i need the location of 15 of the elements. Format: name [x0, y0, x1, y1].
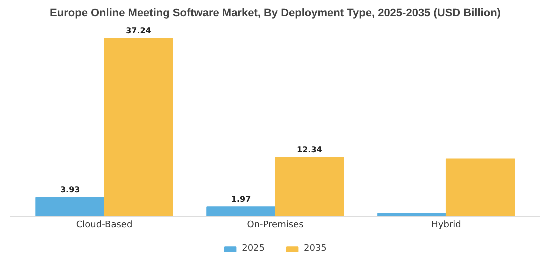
bar [104, 38, 174, 217]
legend-label: 2025 [242, 244, 265, 254]
chart-title: Europe Online Meeting Software Market, By Deployment Type, 2025-2035 (USD Billion) [50, 8, 502, 20]
bar [275, 157, 344, 217]
x-tick-label: Hybrid [432, 220, 462, 230]
x-tick-label: On-Premises [247, 220, 304, 230]
x-tick-label: Cloud-Based [76, 220, 133, 230]
bar [206, 206, 276, 217]
legend-label: 2035 [304, 244, 327, 254]
data-label: 37.24 [126, 26, 152, 36]
bar [36, 197, 106, 217]
data-label: 12.34 [297, 146, 323, 155]
data-label: 1.97 [231, 195, 252, 204]
bar [446, 158, 516, 217]
data-label: 3.93 [60, 186, 80, 195]
